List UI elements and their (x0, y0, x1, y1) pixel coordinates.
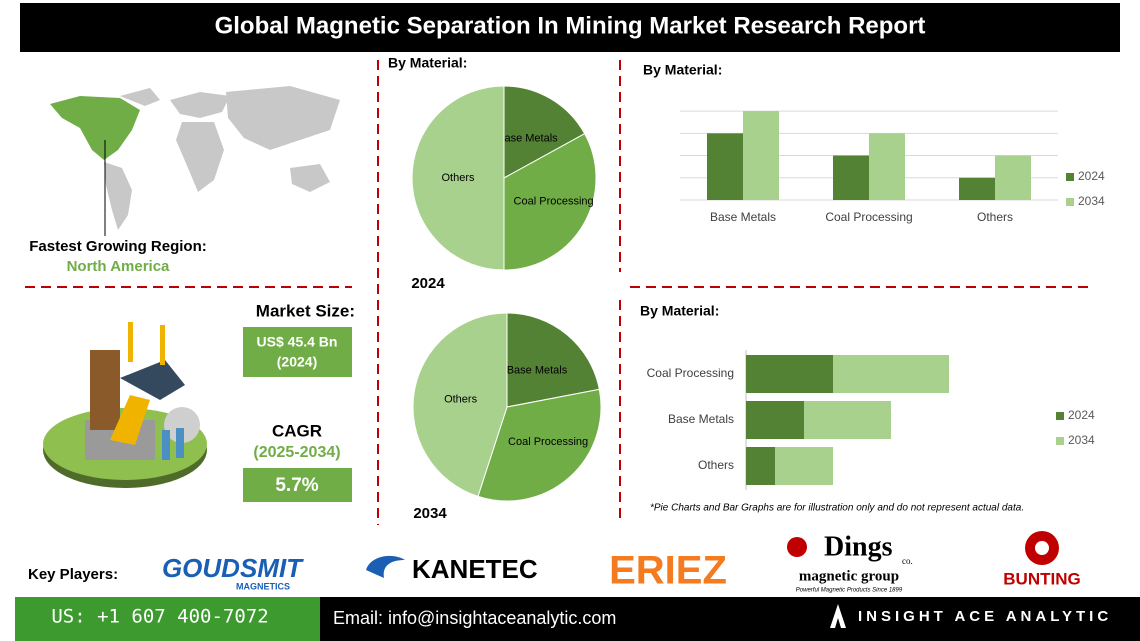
legend-label: 2034 (1078, 194, 1105, 208)
slice-label: Base Metals (497, 132, 558, 144)
bar-segment (746, 401, 804, 439)
legend-swatch (1056, 412, 1064, 420)
footer-bar (320, 597, 1140, 641)
footer-brand: INSIGHT ACE ANALYTIC (858, 608, 1112, 625)
mining-illustration (43, 322, 207, 488)
pie-slice (503, 132, 597, 271)
chart-title: By Material: (388, 55, 467, 71)
bar (743, 111, 779, 200)
pie-slice (411, 85, 505, 271)
legend-label: 2024 (1068, 408, 1095, 422)
pie-slice (412, 312, 508, 498)
logo-dings: Dings (824, 531, 893, 562)
cagr-box (243, 468, 352, 502)
bar-segment (746, 355, 833, 393)
logo-dings-tagline: Powerful Magnetic Products Since 1899 (796, 588, 903, 594)
logo-eriez: ERIEZ (609, 549, 727, 593)
chart-title: By Material: (640, 303, 719, 319)
slice-label: Base Metals (507, 365, 568, 377)
legend-swatch (1066, 173, 1074, 181)
page-title: Global Magnetic Separation In Mining Mar… (215, 12, 926, 39)
slice-label: Coal Processing (514, 195, 594, 207)
logo-dings-co: co. (902, 556, 913, 566)
bar (833, 155, 869, 200)
cagr-period: (2025-2034) (253, 444, 340, 461)
header-bar (20, 3, 1120, 52)
logo-dings-mark (787, 537, 807, 557)
y-tick-label: Others (698, 458, 734, 472)
legend-swatch (1056, 437, 1064, 445)
bar (959, 177, 995, 200)
footer-email: Email: info@insightaceanalytic.com (333, 608, 616, 628)
region-value: North America (67, 258, 170, 275)
market-size-value: US$ 45.4 Bn (257, 334, 338, 350)
logo-bunting-mark (1035, 541, 1049, 555)
legend-label: 2034 (1068, 433, 1095, 447)
x-tick-label: Base Metals (710, 210, 776, 224)
bar-segment (746, 447, 775, 485)
pie-year: 2024 (411, 275, 445, 292)
market-size-label: Market Size: (256, 301, 355, 320)
market-size-year: (2024) (277, 354, 317, 370)
brand-mark (830, 604, 846, 628)
bar (869, 133, 905, 200)
y-tick-label: Base Metals (668, 412, 734, 426)
slice-label: Coal Processing (508, 436, 588, 448)
region-label: Fastest Growing Region: (29, 238, 207, 255)
logo-kanetec-mark (366, 555, 405, 578)
logo-goudsmit-sub: MAGNETICS (236, 581, 290, 591)
market-size-box (243, 327, 352, 377)
pie-slice (506, 312, 600, 408)
footer-phone: US: +1 607 400-7072 (51, 606, 268, 628)
logo-kanetec: KANETEC (412, 554, 538, 584)
pie-year: 2034 (413, 505, 447, 522)
cagr-label: CAGR (272, 421, 322, 440)
x-tick-label: Coal Processing (825, 210, 912, 224)
bar-segment (804, 401, 891, 439)
logo-goudsmit: GOUDSMIT (162, 553, 304, 583)
legend-swatch (1066, 198, 1074, 206)
legend-label: 2024 (1078, 169, 1105, 183)
footer-phone-box (15, 597, 320, 641)
bar-segment (775, 447, 833, 485)
slice-label: Others (441, 172, 475, 184)
y-tick-label: Coal Processing (647, 366, 734, 380)
world-map (50, 86, 340, 230)
pie-slice (503, 85, 586, 179)
chart-title: By Material: (643, 62, 722, 78)
slice-label: Others (444, 394, 478, 406)
x-tick-label: Others (977, 210, 1013, 224)
logo-dings-sub: magnetic group (799, 568, 899, 584)
bar (707, 133, 743, 200)
chart-note: *Pie Charts and Bar Graphs are for illus… (650, 503, 1024, 514)
logo-bunting: BUNTING (1003, 569, 1080, 588)
pie-slice (477, 388, 602, 502)
bar-segment (833, 355, 949, 393)
cagr-value: 5.7% (275, 475, 318, 496)
key-players-label: Key Players: (28, 566, 118, 583)
bar (995, 155, 1031, 200)
